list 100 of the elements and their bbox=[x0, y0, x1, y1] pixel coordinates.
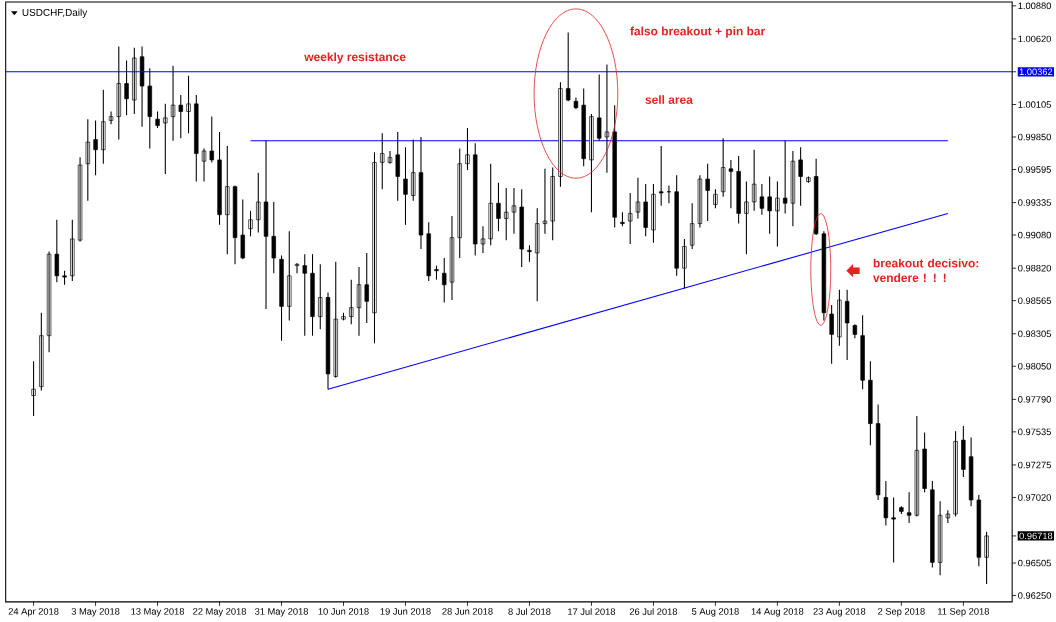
candlestick bbox=[240, 198, 245, 260]
x-tick-label: 19 Jun 2018 bbox=[380, 608, 431, 615]
candlestick bbox=[333, 261, 338, 379]
candlestick bbox=[519, 188, 524, 268]
candlestick bbox=[70, 219, 75, 282]
candlestick bbox=[868, 360, 873, 446]
candlestick bbox=[62, 270, 67, 286]
candlestick bbox=[31, 360, 36, 417]
candlestick bbox=[403, 146, 408, 226]
x-tick-label: 23 Aug 2018 bbox=[813, 608, 866, 617]
y-tick-label: 0.98305 bbox=[1018, 330, 1051, 338]
candlestick bbox=[984, 531, 989, 585]
x-tick-label: 5 Aug 2018 bbox=[692, 608, 739, 617]
candlestick bbox=[256, 172, 261, 234]
candlestick bbox=[744, 181, 749, 255]
candlestick bbox=[39, 312, 44, 392]
candlestick bbox=[465, 127, 470, 171]
x-tick-label: 3 May 2018 bbox=[71, 608, 120, 617]
candlestick bbox=[457, 148, 462, 259]
candlestick bbox=[899, 505, 904, 515]
candlestick bbox=[860, 314, 865, 390]
y-tick-label: 0.97275 bbox=[1018, 461, 1051, 469]
candlestick bbox=[829, 304, 834, 365]
candlestick bbox=[147, 67, 152, 150]
candlestick bbox=[705, 163, 710, 222]
candlestick bbox=[310, 253, 315, 337]
candlestick bbox=[689, 202, 695, 250]
candlestick bbox=[279, 255, 284, 342]
candlestick bbox=[496, 182, 501, 232]
y-tick-label: 0.98565 bbox=[1018, 297, 1051, 305]
candlestick bbox=[767, 176, 772, 235]
candlestick bbox=[426, 221, 431, 282]
x-tick-label: 2 Sep 2018 bbox=[878, 608, 925, 617]
candlestick bbox=[302, 253, 307, 337]
candlestick bbox=[682, 238, 687, 290]
candlestick bbox=[372, 151, 377, 344]
x-tick-label: 17 Jul 2018 bbox=[568, 608, 616, 616]
annotation: breakout decisivo: vendere ! ! ! bbox=[873, 258, 979, 283]
candlestick bbox=[380, 132, 385, 190]
y-tick-label: 0.96505 bbox=[1018, 559, 1051, 567]
y-tick-label: 1.00880 bbox=[1018, 2, 1051, 10]
candlestick bbox=[837, 289, 842, 347]
candlestick bbox=[356, 266, 362, 337]
annotation: sell area bbox=[645, 95, 693, 105]
x-tick-label: 8 Jul 2018 bbox=[508, 608, 551, 616]
y-tick-label: 0.96250 bbox=[1018, 592, 1051, 599]
y-tick-label: 1.00620 bbox=[1018, 35, 1051, 43]
y-tick-label: 0.99080 bbox=[1018, 231, 1051, 239]
candlestick bbox=[643, 183, 648, 237]
candlestick bbox=[581, 88, 586, 167]
y-tick-label: 0.98820 bbox=[1018, 264, 1051, 272]
candlestick bbox=[597, 74, 602, 142]
x-tick-label: 24 Apr 2018 bbox=[8, 608, 59, 617]
x-tick-label: 31 May 2018 bbox=[254, 608, 308, 617]
candlestick bbox=[775, 181, 780, 248]
text: USDCHF,Daily bbox=[22, 8, 88, 19]
x-tick-label: 26 Jul 2018 bbox=[629, 608, 678, 616]
candlestick bbox=[178, 94, 183, 139]
y-tick-label: 1.00105 bbox=[1018, 101, 1051, 108]
candlestick bbox=[488, 163, 493, 246]
y-tick-label: 0.98050 bbox=[1018, 363, 1051, 370]
candlestick bbox=[550, 167, 555, 241]
candlestick bbox=[411, 139, 416, 202]
candlestick bbox=[364, 252, 369, 324]
candlestick bbox=[225, 145, 230, 255]
y-tick-label: 1.00362 bbox=[1019, 68, 1053, 76]
candlestick bbox=[217, 131, 222, 226]
candlestick bbox=[318, 263, 323, 330]
x-tick-label: 13 May 2018 bbox=[131, 608, 185, 617]
candlestick bbox=[504, 187, 509, 241]
x-tick-label: 28 Jun 2018 bbox=[442, 608, 493, 615]
candlestick bbox=[674, 174, 679, 277]
candlestick bbox=[736, 155, 741, 225]
candlestick bbox=[132, 47, 137, 115]
y-tick-label: 0.99850 bbox=[1018, 133, 1051, 141]
candlestick bbox=[535, 207, 540, 302]
candlestick bbox=[961, 425, 966, 478]
x-tick-label: 11 Sep 2018 bbox=[938, 608, 989, 617]
candlestick bbox=[922, 432, 927, 493]
candlestick bbox=[194, 94, 199, 183]
y-tick-label: 0.99335 bbox=[1018, 199, 1051, 206]
candlestick bbox=[248, 210, 253, 237]
candlestick bbox=[558, 81, 563, 188]
candlestick bbox=[620, 211, 625, 227]
candlestick bbox=[953, 430, 958, 518]
x-tick-label: 22 May 2018 bbox=[193, 608, 246, 617]
candlestick bbox=[124, 60, 129, 116]
ref-line-label: weekly resistance bbox=[304, 52, 406, 64]
candlestick bbox=[101, 89, 106, 165]
candlestick bbox=[163, 103, 168, 175]
candlestick bbox=[473, 142, 478, 257]
x-tick-label: 14 Aug 2018 bbox=[751, 608, 804, 617]
annotation: falso breakout + pin bar bbox=[630, 26, 766, 38]
candlestick bbox=[798, 146, 803, 207]
candlestick bbox=[527, 244, 532, 263]
candlestick bbox=[442, 257, 447, 304]
candlestick bbox=[271, 201, 276, 274]
candlestick bbox=[720, 137, 726, 198]
candlestick bbox=[287, 230, 292, 322]
candlestick bbox=[658, 145, 664, 207]
